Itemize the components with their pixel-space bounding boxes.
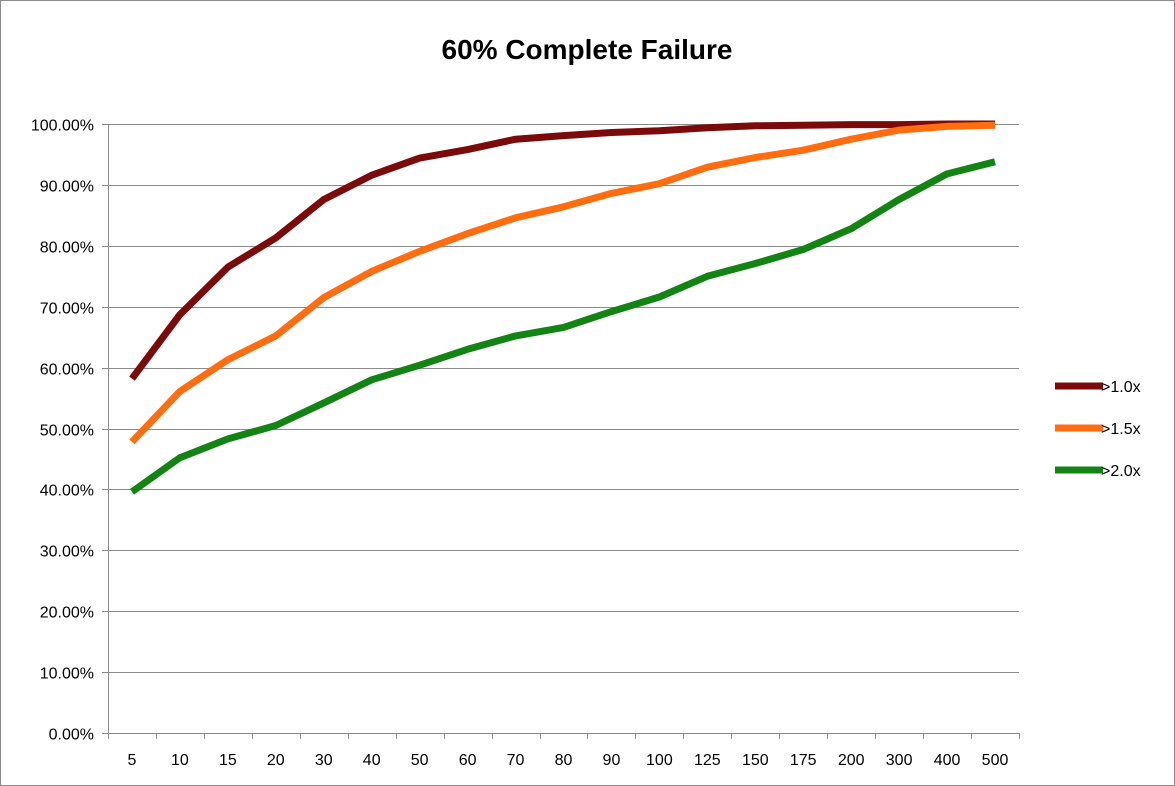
y-tick-label: 60.00% (40, 362, 94, 379)
x-tick-label: 175 (790, 752, 817, 769)
x-tick-label: 150 (742, 752, 769, 769)
axes (102, 124, 1020, 739)
y-tick-label: 70.00% (40, 301, 94, 318)
x-axis-tick-labels: 5 10 15 20 30 40 50 60 70 80 90 100 125 150 175 200 300 4… (128, 752, 1009, 769)
x-tick-label: 400 (934, 752, 961, 769)
y-tick-label: 40.00% (40, 483, 94, 500)
x-tick-label: 200 (838, 752, 865, 769)
x-tick-label: 5 (128, 752, 137, 769)
legend-label: >1.0x (1101, 379, 1141, 396)
x-tick-label: 100 (646, 752, 673, 769)
y-axis-tick-labels: 0.00% 10.00% 20.00% 30.00% 40.00% 50.00% 60.00… (31, 118, 94, 744)
series-line-1 (129, 120, 995, 381)
y-tick-label: 0.00% (49, 727, 94, 744)
y-tick-label: 50.00% (40, 423, 94, 440)
y-tick-label: 10.00% (40, 666, 94, 683)
x-tick-label: 80 (555, 752, 573, 769)
x-tick-label: 15 (219, 752, 237, 769)
x-tick-label: 10 (171, 752, 189, 769)
x-tick-label: 90 (603, 752, 621, 769)
x-tick-label: 70 (507, 752, 525, 769)
y-tick-label: 30.00% (40, 544, 94, 561)
series-lines (129, 120, 996, 495)
y-tick-label: 20.00% (40, 605, 94, 622)
y-tick-label: 100.00% (31, 118, 94, 135)
x-tick-label: 40 (363, 752, 381, 769)
y-tick-label: 80.00% (40, 240, 94, 257)
x-tick-label: 50 (411, 752, 429, 769)
x-tick-label: 30 (315, 752, 333, 769)
x-tick-label: 60 (459, 752, 477, 769)
series-line-2 (129, 121, 996, 445)
x-tick-label: 125 (694, 752, 721, 769)
x-tick-label: 500 (982, 752, 1009, 769)
x-tick-label: 300 (886, 752, 913, 769)
legend-label: >1.5x (1101, 421, 1141, 438)
legend: >1.0x >1.5x >2.0x (1055, 379, 1141, 480)
y-tick-label: 90.00% (40, 179, 94, 196)
series-line-3 (129, 158, 996, 495)
x-tick-label: 20 (267, 752, 285, 769)
legend-label: >2.0x (1101, 463, 1141, 480)
chart-title: 60% Complete Failure (442, 34, 733, 65)
